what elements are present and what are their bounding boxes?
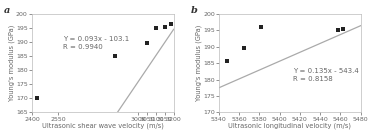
Point — [241, 47, 247, 49]
Point — [112, 55, 118, 57]
Point — [340, 28, 346, 30]
Point — [144, 42, 150, 45]
Point — [335, 29, 341, 31]
Point — [162, 26, 168, 28]
Text: a: a — [4, 6, 10, 15]
Y-axis label: Young's modulus (GPa): Young's modulus (GPa) — [195, 25, 202, 101]
X-axis label: Ultrasonic longitudinal velocity (m/s): Ultrasonic longitudinal velocity (m/s) — [228, 123, 351, 129]
Text: Y = 0.135x - 543.4
R = 0.8158: Y = 0.135x - 543.4 R = 0.8158 — [292, 68, 358, 82]
Text: b: b — [191, 6, 197, 15]
Point — [168, 23, 174, 25]
Point — [258, 26, 264, 28]
Y-axis label: Young's modulus (GPa): Young's modulus (GPa) — [8, 25, 15, 101]
Text: Y = 0.093x - 103.1
R = 0.9940: Y = 0.093x - 103.1 R = 0.9940 — [63, 36, 129, 50]
X-axis label: Ultrasonic shear wave velocity (m/s): Ultrasonic shear wave velocity (m/s) — [42, 123, 164, 129]
Point — [153, 27, 159, 29]
Point — [224, 60, 230, 63]
Point — [34, 97, 40, 99]
